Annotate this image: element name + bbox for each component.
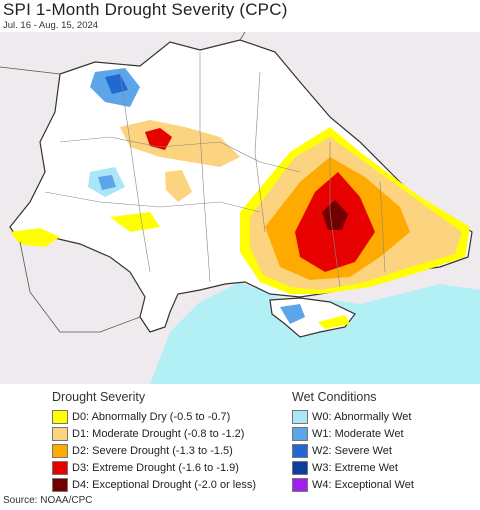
- swatch-w1: [292, 426, 308, 441]
- zone-d4-east: [322, 200, 348, 230]
- swatch-w2: [292, 443, 308, 458]
- legend-label-w3: W3: Extreme Wet: [312, 461, 398, 474]
- zone-d1-central: [165, 170, 192, 202]
- swatch-d2: [52, 443, 68, 458]
- legend-label-w2: W2: Severe Wet: [312, 444, 392, 457]
- legend-item-d1: D1: Moderate Drought (-0.8 to -1.2): [52, 425, 256, 442]
- swatch-d1: [52, 426, 68, 441]
- neighbor-borders: [0, 32, 246, 333]
- legend-label-d2: D2: Severe Drought (-1.3 to -1.5): [72, 444, 233, 457]
- page-title: SPI 1-Month Drought Severity (CPC): [3, 0, 288, 19]
- zone-d0-west: [10, 228, 60, 247]
- wet-legend: Wet Conditions W0: Abnormally Wet W1: Mo…: [292, 390, 414, 493]
- wet-legend-heading: Wet Conditions: [292, 390, 377, 404]
- legend-label-w4: W4: Exceptional Wet: [312, 478, 414, 491]
- legend-item-d0: D0: Abnormally Dry (-0.5 to -0.7): [52, 408, 256, 425]
- legend-item-w4: W4: Exceptional Wet: [292, 476, 414, 493]
- swatch-w4: [292, 477, 308, 492]
- swatch-d3: [52, 460, 68, 475]
- legend-item-w0: W0: Abnormally Wet: [292, 408, 414, 425]
- legend-item-d4: D4: Exceptional Drought (-2.0 or less): [52, 476, 256, 493]
- legend-label-w1: W1: Moderate Wet: [312, 427, 404, 440]
- crimea-wet: [280, 304, 305, 324]
- drought-map: [0, 32, 480, 384]
- legend-label-d4: D4: Exceptional Drought (-2.0 or less): [72, 478, 257, 491]
- legend-label-d0: D0: Abnormally Dry (-0.5 to -0.7): [72, 410, 231, 423]
- legend-label-w0: W0: Abnormally Wet: [312, 410, 412, 423]
- zone-d3-north: [145, 128, 172, 150]
- legend-item-w1: W1: Moderate Wet: [292, 425, 414, 442]
- swatch-d4: [52, 477, 68, 492]
- swatch-w3: [292, 460, 308, 475]
- crimea-dry: [318, 315, 350, 329]
- zone-w1-west: [98, 175, 116, 190]
- admin-borders: [44, 52, 386, 288]
- zone-d0-south: [110, 212, 160, 232]
- legend-item-d3: D3: Extreme Drought (-1.6 to -1.9): [52, 459, 256, 476]
- date-range: Jul. 16 - Aug. 15, 2024: [3, 20, 99, 31]
- legend-item-w3: W3: Extreme Wet: [292, 459, 414, 476]
- legend-item-d2: D2: Severe Drought (-1.3 to -1.5): [52, 442, 256, 459]
- legend-item-w2: W2: Severe Wet: [292, 442, 414, 459]
- drought-legend-heading: Drought Severity: [52, 390, 146, 404]
- drought-legend: Drought Severity D0: Abnormally Dry (-0.…: [52, 390, 256, 493]
- legend-label-d1: D1: Moderate Drought (-0.8 to -1.2): [72, 427, 245, 440]
- swatch-w0: [292, 409, 308, 424]
- swatch-d0: [52, 409, 68, 424]
- source-credit: Source: NOAA/CPC: [3, 495, 93, 506]
- legend-label-d3: D3: Extreme Drought (-1.6 to -1.9): [72, 461, 239, 474]
